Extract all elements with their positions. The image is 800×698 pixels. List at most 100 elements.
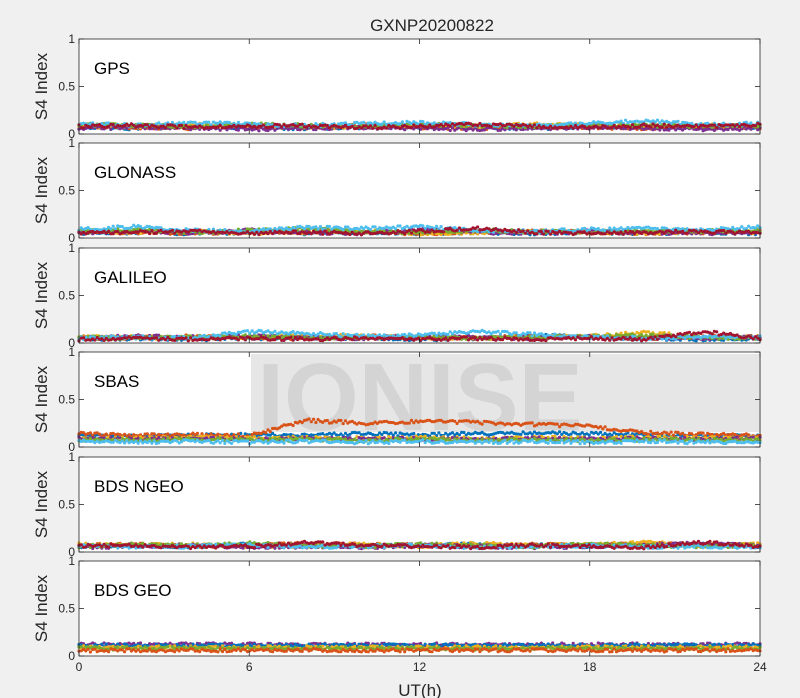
data-point xyxy=(368,124,373,128)
y-tick-label: 0.5 xyxy=(58,80,75,94)
data-point xyxy=(712,123,717,127)
data-point xyxy=(148,232,152,236)
data-point xyxy=(476,225,480,229)
data-point xyxy=(268,229,272,233)
data-point xyxy=(341,227,345,232)
panel-name: GLONASS xyxy=(94,163,176,182)
y-axis-label: S4 Index xyxy=(32,52,51,120)
data-point xyxy=(373,225,377,229)
data-point xyxy=(630,123,635,127)
data-point xyxy=(421,120,425,124)
data-point xyxy=(318,230,322,234)
data-point xyxy=(261,123,266,127)
data-point xyxy=(749,121,753,125)
chart-title: GXNP20200822 xyxy=(370,16,494,35)
data-point xyxy=(321,232,325,236)
data-point xyxy=(539,230,544,234)
data-point xyxy=(658,128,662,132)
data-point xyxy=(448,128,452,133)
data-point xyxy=(407,228,411,232)
data-point xyxy=(722,228,726,233)
data-point xyxy=(400,120,404,124)
data-point xyxy=(662,122,666,126)
data-point xyxy=(655,118,660,122)
data-point xyxy=(455,228,459,232)
data-point xyxy=(182,126,186,131)
panel-name: GPS xyxy=(94,59,130,78)
data-point xyxy=(441,230,445,234)
data-point xyxy=(227,120,231,125)
data-point xyxy=(316,227,320,231)
data-point xyxy=(255,230,259,234)
y-axis-label: S4 Index xyxy=(32,156,51,224)
data-point xyxy=(535,232,539,236)
data-point xyxy=(435,224,439,228)
data-point xyxy=(649,125,653,129)
data-point xyxy=(257,129,261,133)
data-point xyxy=(88,125,92,129)
data-point xyxy=(599,126,603,130)
data-point xyxy=(676,119,680,123)
data-point xyxy=(523,231,528,235)
data-point xyxy=(293,229,297,233)
data-point xyxy=(175,126,179,130)
data-point xyxy=(542,232,546,236)
data-point xyxy=(271,125,275,129)
data-point xyxy=(489,125,493,129)
data-point xyxy=(382,120,386,124)
data-point xyxy=(129,226,133,230)
data-point xyxy=(300,122,304,126)
data-point xyxy=(671,231,676,235)
data-point xyxy=(179,123,184,127)
data-point xyxy=(116,230,120,234)
data-point xyxy=(154,231,158,235)
data-point xyxy=(371,126,375,130)
data-point xyxy=(309,232,313,236)
data-point xyxy=(150,229,154,233)
data-point xyxy=(218,123,222,127)
data-point xyxy=(318,225,322,229)
data-point xyxy=(170,228,174,232)
data-point xyxy=(628,125,632,130)
data-point xyxy=(548,232,553,236)
data-point xyxy=(373,123,377,128)
data-point xyxy=(327,224,332,229)
data-point xyxy=(109,227,113,231)
data-point xyxy=(403,128,407,132)
data-point xyxy=(562,227,566,231)
data-point xyxy=(111,224,115,228)
data-point xyxy=(621,232,625,236)
data-point xyxy=(685,231,689,235)
data-point xyxy=(753,124,758,128)
panel-plot-area xyxy=(79,39,760,134)
data-point xyxy=(756,128,760,132)
panel-plot-area xyxy=(79,143,760,238)
data-point xyxy=(107,229,111,234)
data-point xyxy=(207,120,211,124)
data-point xyxy=(421,224,425,228)
y-tick-label: 0.5 xyxy=(58,184,75,198)
data-point xyxy=(532,123,537,127)
y-tick-label: 1 xyxy=(68,32,75,46)
data-point xyxy=(398,224,402,228)
data-point xyxy=(236,128,240,132)
data-point xyxy=(113,227,117,231)
data-point xyxy=(384,126,389,130)
data-point xyxy=(362,120,366,124)
data-point xyxy=(109,127,113,131)
data-point xyxy=(546,229,550,233)
data-point xyxy=(571,126,575,130)
data-point xyxy=(514,230,518,234)
data-point xyxy=(409,126,414,130)
data-point xyxy=(521,229,525,233)
data-point xyxy=(82,126,86,130)
data-point xyxy=(236,120,240,125)
data-point xyxy=(439,225,443,229)
data-point xyxy=(266,232,270,236)
data-point xyxy=(660,125,664,129)
data-point xyxy=(163,126,168,130)
